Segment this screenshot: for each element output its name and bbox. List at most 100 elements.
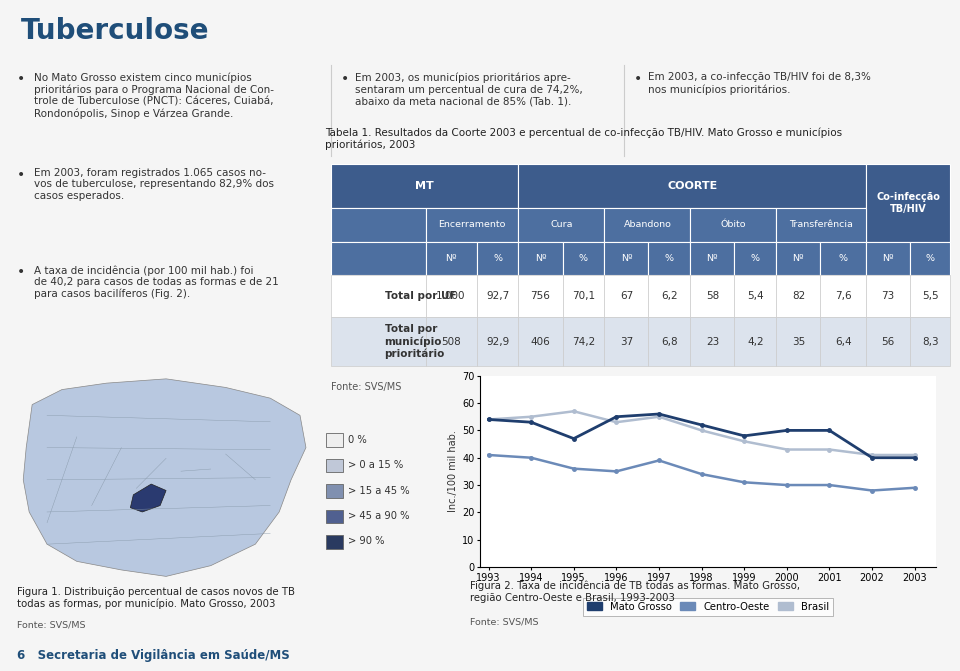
Text: Nº: Nº — [621, 254, 633, 263]
Bar — [331, 275, 425, 317]
Bar — [690, 208, 777, 242]
Text: COORTE: COORTE — [667, 181, 717, 191]
Bar — [910, 275, 950, 317]
Text: 1.000: 1.000 — [436, 291, 466, 301]
Text: Nº: Nº — [882, 254, 894, 263]
Bar — [425, 242, 476, 275]
Bar — [518, 208, 605, 242]
Bar — [326, 459, 343, 472]
Bar — [649, 242, 690, 275]
Text: > 15 a 45 %: > 15 a 45 % — [348, 486, 410, 495]
Text: %: % — [665, 254, 674, 263]
Text: •: • — [634, 72, 642, 87]
Polygon shape — [131, 484, 166, 512]
Bar — [563, 275, 605, 317]
Bar — [866, 317, 910, 366]
Bar — [326, 535, 343, 549]
Bar — [518, 317, 563, 366]
Bar — [777, 242, 821, 275]
Text: Tabela 1. Resultados da Coorte 2003 e percentual de co-infecção TB/HIV. Mato Gro: Tabela 1. Resultados da Coorte 2003 e pe… — [325, 127, 842, 150]
Text: %: % — [493, 254, 502, 263]
Text: 6,8: 6,8 — [661, 337, 678, 346]
Text: 6   Secretaria de Vigilância em Saúde/MS: 6 Secretaria de Vigilância em Saúde/MS — [17, 650, 290, 662]
Text: Óbito: Óbito — [721, 220, 746, 229]
Text: > 0 a 15 %: > 0 a 15 % — [348, 460, 403, 470]
Legend: Mato Grosso, Centro-Oeste, Brasil: Mato Grosso, Centro-Oeste, Brasil — [584, 598, 832, 615]
Text: Fonte: SVS/MS: Fonte: SVS/MS — [331, 382, 401, 392]
Bar — [476, 275, 518, 317]
Text: Cura: Cura — [550, 220, 573, 229]
Text: 6,2: 6,2 — [661, 291, 678, 301]
Text: •: • — [17, 168, 26, 182]
Bar — [690, 317, 734, 366]
Bar — [821, 275, 866, 317]
Text: 23: 23 — [706, 337, 719, 346]
Bar — [326, 484, 343, 498]
Text: •: • — [17, 265, 26, 279]
Bar — [331, 208, 425, 242]
Text: %: % — [579, 254, 588, 263]
Text: Figura 1. Distribuição percentual de casos novos de TB
todas as formas, por muni: Figura 1. Distribuição percentual de cas… — [17, 587, 296, 609]
Text: 70,1: 70,1 — [572, 291, 595, 301]
Text: Co-infecção
TB/HIV: Co-infecção TB/HIV — [876, 192, 940, 214]
Text: Nº: Nº — [535, 254, 546, 263]
Text: Fonte: SVS/MS: Fonte: SVS/MS — [470, 618, 539, 627]
Text: Total por
município
prioritário: Total por município prioritário — [385, 324, 444, 359]
Bar — [605, 317, 649, 366]
Text: MT: MT — [416, 181, 434, 191]
Polygon shape — [23, 379, 306, 576]
Bar — [866, 164, 950, 242]
Bar — [690, 275, 734, 317]
Text: Em 2003, os municípios prioritários apre-
sentaram um percentual de cura de 74,2: Em 2003, os municípios prioritários apre… — [355, 72, 583, 106]
Bar — [476, 317, 518, 366]
Bar — [821, 242, 866, 275]
Bar — [777, 317, 821, 366]
Bar — [777, 208, 866, 242]
Text: 92,7: 92,7 — [486, 291, 509, 301]
Text: Fonte: SVS/MS: Fonte: SVS/MS — [17, 621, 85, 630]
Bar — [331, 242, 425, 275]
Text: Transferência: Transferência — [789, 220, 853, 229]
Text: •: • — [17, 72, 26, 87]
Bar — [777, 275, 821, 317]
Bar — [649, 275, 690, 317]
Text: %: % — [839, 254, 848, 263]
Text: %: % — [751, 254, 760, 263]
Bar — [518, 275, 563, 317]
Text: A taxa de incidência (por 100 mil hab.) foi
de 40,2 para casos de todas as forma: A taxa de incidência (por 100 mil hab.) … — [34, 265, 278, 299]
Bar — [866, 242, 910, 275]
Text: 74,2: 74,2 — [572, 337, 595, 346]
Bar — [734, 275, 777, 317]
Bar — [605, 242, 649, 275]
Text: 58: 58 — [706, 291, 719, 301]
Bar — [866, 275, 910, 317]
Bar — [326, 510, 343, 523]
Text: %: % — [925, 254, 935, 263]
Bar — [910, 317, 950, 366]
Text: Total por UF: Total por UF — [385, 291, 456, 301]
Bar — [821, 317, 866, 366]
Text: Abandono: Abandono — [623, 220, 671, 229]
Bar — [326, 433, 343, 447]
Bar — [563, 242, 605, 275]
Text: Em 2003, a co-infecção TB/HIV foi de 8,3%
nos municípios prioritários.: Em 2003, a co-infecção TB/HIV foi de 8,3… — [648, 72, 871, 95]
Bar — [518, 164, 866, 208]
Bar — [425, 275, 476, 317]
Text: 4,2: 4,2 — [747, 337, 764, 346]
Text: •: • — [341, 72, 349, 87]
Text: Tuberculose: Tuberculose — [21, 17, 209, 46]
Y-axis label: Inc./100 mil hab.: Inc./100 mil hab. — [448, 430, 458, 513]
Text: 73: 73 — [881, 291, 895, 301]
Bar — [331, 164, 518, 208]
Bar — [690, 242, 734, 275]
Text: 5,5: 5,5 — [922, 291, 939, 301]
Text: 92,9: 92,9 — [486, 337, 509, 346]
Text: 406: 406 — [531, 337, 550, 346]
Text: > 45 a 90 %: > 45 a 90 % — [348, 511, 410, 521]
Bar — [605, 208, 690, 242]
Text: No Mato Grosso existem cinco municípios
prioritários para o Programa Nacional de: No Mato Grosso existem cinco municípios … — [34, 72, 274, 119]
Bar — [563, 317, 605, 366]
Text: 82: 82 — [792, 291, 805, 301]
Bar — [331, 317, 425, 366]
Text: 37: 37 — [620, 337, 633, 346]
